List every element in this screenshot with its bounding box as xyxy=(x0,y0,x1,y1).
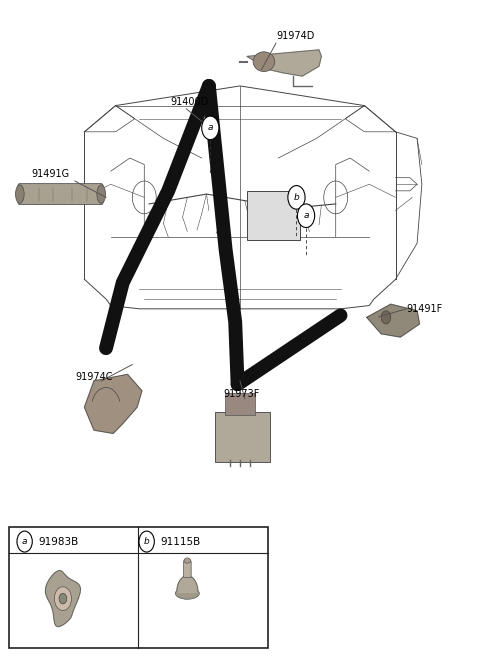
Polygon shape xyxy=(247,50,322,76)
Text: a: a xyxy=(207,124,213,132)
Polygon shape xyxy=(84,374,142,434)
Circle shape xyxy=(139,531,155,552)
Polygon shape xyxy=(177,576,198,592)
Text: 91983B: 91983B xyxy=(38,537,78,547)
Text: 91400D: 91400D xyxy=(170,97,209,107)
Ellipse shape xyxy=(184,558,191,563)
Circle shape xyxy=(381,311,391,324)
FancyBboxPatch shape xyxy=(225,393,255,415)
Ellipse shape xyxy=(97,185,106,203)
Circle shape xyxy=(298,204,315,227)
FancyBboxPatch shape xyxy=(18,183,103,204)
Text: b: b xyxy=(294,193,300,202)
Text: 91974C: 91974C xyxy=(75,373,112,382)
FancyBboxPatch shape xyxy=(247,191,300,240)
Circle shape xyxy=(202,116,219,140)
FancyBboxPatch shape xyxy=(183,560,191,578)
Circle shape xyxy=(288,185,305,209)
Text: 91115B: 91115B xyxy=(160,537,200,547)
Circle shape xyxy=(54,587,72,610)
FancyBboxPatch shape xyxy=(9,527,268,648)
Text: 91491G: 91491G xyxy=(32,169,70,179)
Text: a: a xyxy=(22,537,27,546)
Circle shape xyxy=(59,593,67,604)
Polygon shape xyxy=(46,571,81,627)
Text: 91491F: 91491F xyxy=(407,304,443,314)
Text: a: a xyxy=(303,212,309,220)
Text: b: b xyxy=(144,537,150,546)
Text: 91973F: 91973F xyxy=(223,389,260,399)
Circle shape xyxy=(17,531,32,552)
Ellipse shape xyxy=(253,52,275,72)
Ellipse shape xyxy=(175,587,199,599)
Ellipse shape xyxy=(15,185,24,203)
Text: 91974D: 91974D xyxy=(276,32,314,41)
FancyBboxPatch shape xyxy=(215,412,270,462)
Polygon shape xyxy=(367,304,420,337)
